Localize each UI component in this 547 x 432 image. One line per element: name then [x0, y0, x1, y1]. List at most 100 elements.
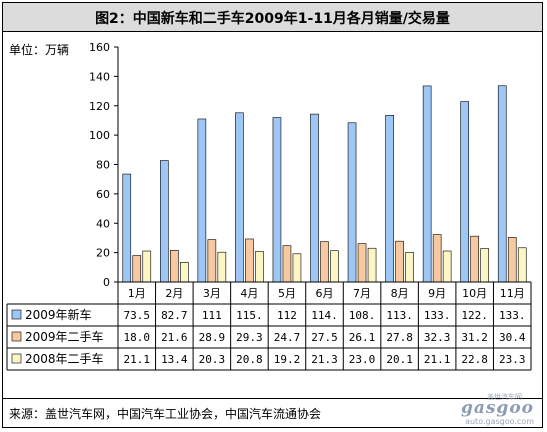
- data-label: 82.7: [161, 309, 188, 322]
- bar-chart: 0 20 40 60 80 100 120 140 160 1月 2月 3月 4月 5月 6月 7月 8月 9月 1…: [6, 41, 532, 371]
- data-label: 115.: [236, 309, 263, 322]
- bar: [282, 245, 292, 283]
- category-label: 8月: [391, 287, 409, 300]
- series-name: 2009年新车: [25, 307, 92, 322]
- data-label: 21.1: [124, 353, 151, 366]
- data-label: 111: [202, 309, 222, 322]
- data-label: 113.: [386, 309, 413, 322]
- y-tick-label: 160: [89, 41, 110, 54]
- data-label: 32.3: [424, 331, 451, 344]
- category-label: 9月: [428, 287, 446, 300]
- data-label: 114.: [311, 309, 338, 322]
- category-label: 7月: [353, 287, 371, 300]
- data-label: 20.8: [236, 353, 263, 366]
- data-label: 27.8: [386, 331, 413, 344]
- title-band: 图2：中国新车和二手车2009年1-11月各月销量/交易量: [3, 3, 542, 32]
- bar: [367, 247, 377, 283]
- category-label: 6月: [316, 287, 334, 300]
- bar: [122, 173, 132, 283]
- bar: [235, 112, 244, 283]
- data-label: 21.6: [161, 331, 188, 344]
- series-name: 2008年二手车: [25, 351, 104, 366]
- bar: [460, 101, 469, 283]
- y-tick-label: 100: [89, 129, 110, 142]
- data-label: 108.: [349, 309, 376, 322]
- bar: [480, 248, 489, 283]
- y-tick-label: 140: [89, 70, 110, 83]
- category-label: 5月: [278, 287, 296, 300]
- y-axis-label: 单位：万辆: [9, 43, 70, 57]
- bar: [207, 239, 217, 283]
- bar: [347, 122, 357, 283]
- data-label: 20.1: [386, 353, 413, 366]
- category-label: 3月: [203, 287, 221, 300]
- bar: [272, 117, 282, 283]
- bar: [320, 241, 329, 283]
- category-label: 2月: [165, 287, 183, 300]
- logo-url: auto.gasgoo.com: [465, 417, 534, 426]
- category-label: 10月: [462, 287, 487, 300]
- bar: [442, 250, 452, 283]
- bar: [405, 252, 414, 283]
- bar: [310, 113, 319, 283]
- bar: [180, 262, 189, 283]
- data-label: 23.0: [349, 353, 376, 366]
- legend-swatch: [11, 309, 22, 320]
- data-label: 133.: [499, 309, 526, 322]
- bar: [497, 85, 507, 283]
- category-label: 11月: [500, 287, 525, 300]
- bar: [255, 251, 264, 283]
- bar: [432, 234, 442, 283]
- legend-swatch: [11, 353, 22, 364]
- data-label: 21.1: [424, 353, 451, 366]
- source-band: 来源：盖世汽车网，中国汽车工业协会，中国汽车流通协会 盖世汽车网 gasgoo …: [3, 393, 542, 427]
- gasgoo-logo: 盖世汽车网 gasgoo auto.gasgoo.com: [460, 393, 534, 426]
- bar: [245, 238, 254, 283]
- bar: [507, 237, 517, 283]
- logo-chinese-text: 盖世汽车网: [487, 393, 522, 401]
- bar: [170, 249, 179, 283]
- data-label: 18.0: [124, 331, 151, 344]
- bar: [357, 243, 367, 283]
- bar: [330, 250, 339, 283]
- data-label: 26.1: [349, 331, 376, 344]
- bar: [422, 85, 432, 283]
- bar: [160, 160, 169, 283]
- y-tick-label: 20: [96, 247, 110, 260]
- y-tick-label: 120: [89, 100, 110, 113]
- data-label: 20.3: [199, 353, 226, 366]
- data-label: 112: [277, 309, 297, 322]
- data-label: 23.3: [499, 353, 526, 366]
- y-tick-label: 40: [96, 217, 110, 230]
- series-name: 2009年二手车: [25, 329, 104, 344]
- bar: [395, 240, 404, 283]
- chart-title: 图2：中国新车和二手车2009年1-11月各月销量/交易量: [95, 11, 450, 27]
- bar: [217, 251, 227, 283]
- bar: [142, 250, 152, 283]
- data-label: 31.2: [461, 331, 488, 344]
- data-label: 27.5: [311, 331, 338, 344]
- data-label: 13.4: [161, 353, 188, 366]
- data-label: 122.: [461, 309, 488, 322]
- data-label: 30.4: [499, 331, 526, 344]
- data-label: 29.3: [236, 331, 263, 344]
- bar: [385, 114, 394, 283]
- legend-swatch: [11, 331, 22, 342]
- bar: [292, 253, 302, 283]
- data-label: 24.7: [274, 331, 301, 344]
- logo-wordmark: gasgoo: [460, 398, 534, 418]
- data-label: 22.8: [461, 353, 488, 366]
- data-label: 28.9: [199, 331, 226, 344]
- category-label: 4月: [240, 287, 258, 300]
- chart-frame: 图2：中国新车和二手车2009年1-11月各月销量/交易量 单位：万辆 0 20 4…: [2, 2, 543, 428]
- data-label: 19.2: [274, 353, 301, 366]
- bar: [197, 118, 207, 283]
- y-tick-label: 0: [103, 276, 110, 289]
- data-label: 133.: [424, 309, 451, 322]
- category-label: 1月: [128, 287, 146, 300]
- bar: [517, 247, 527, 283]
- bar: [132, 255, 142, 283]
- source-note: 来源：盖世汽车网，中国汽车工业协会，中国汽车流通协会: [9, 407, 322, 421]
- y-tick-label: 80: [96, 159, 110, 172]
- y-tick-label: 60: [96, 188, 110, 201]
